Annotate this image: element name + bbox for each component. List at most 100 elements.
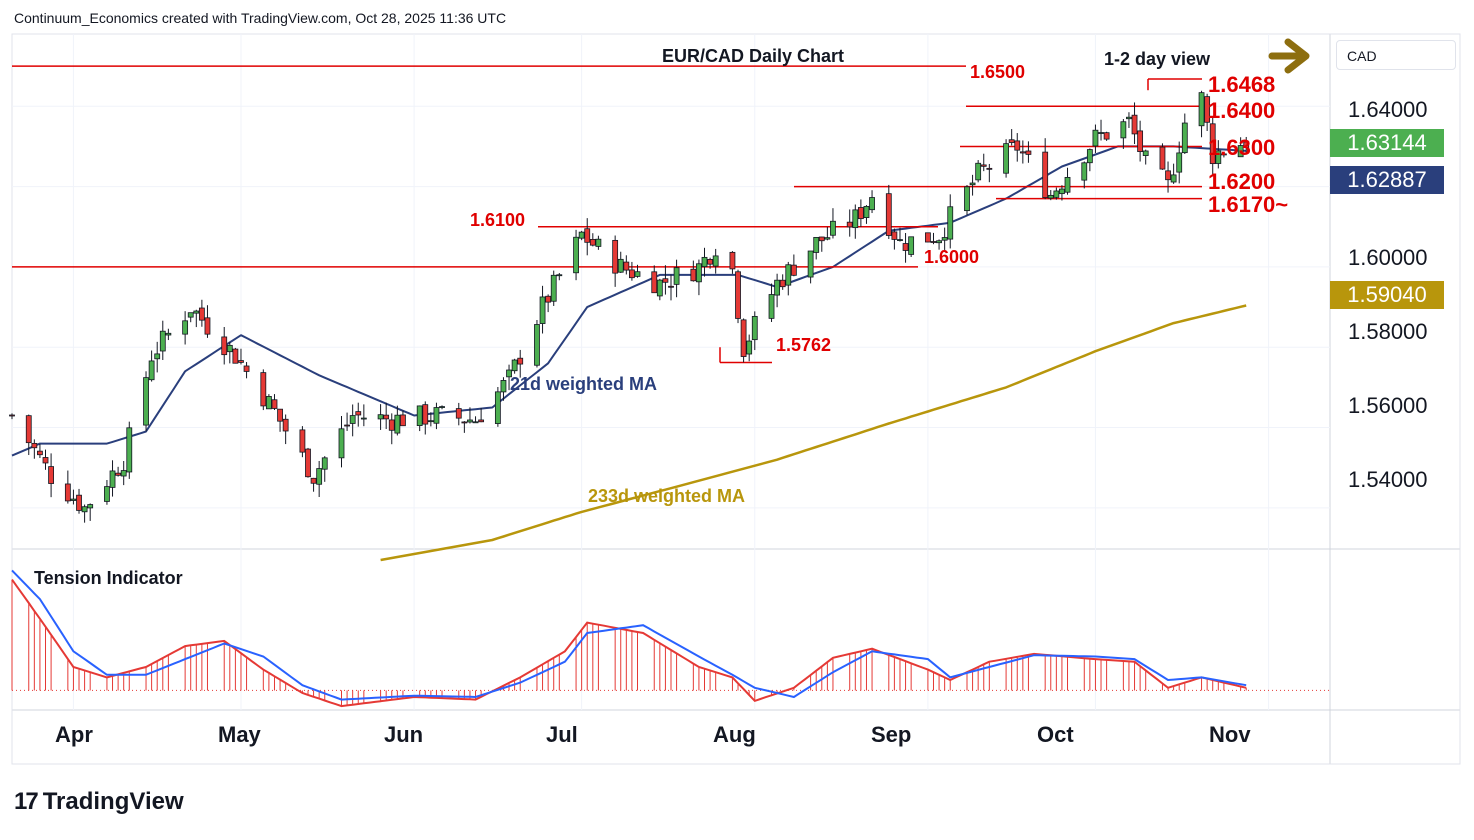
tension-layer [11,569,1247,708]
candle [1042,138,1049,200]
price-tick: 1.64000 [1348,97,1428,122]
candle-body [1159,146,1166,170]
candle [187,312,194,323]
candle-body [1047,194,1054,199]
candle-body [422,404,429,425]
candle-body [165,332,172,336]
candle-body [461,421,468,424]
candle-body [9,414,15,417]
candle [863,205,870,224]
candle [924,232,931,243]
level-label-1.5762: 1.5762 [776,335,832,355]
candle-body [81,506,88,513]
candle-body [344,424,350,427]
candle [612,235,619,287]
candle-body [87,504,94,509]
candle-body [857,207,864,220]
candle-body [506,369,512,378]
candle-body [1059,188,1065,195]
time-tick: Nov [1209,722,1251,747]
candle-body [1014,140,1021,151]
tradingview-logo[interactable]: 17 TradingView [14,788,184,816]
candle [500,377,507,401]
candle-body [310,477,317,484]
candle-body [969,182,976,186]
candle [37,444,43,459]
candle-body [321,457,328,470]
candle [1120,118,1127,149]
candle-body [455,408,462,419]
candle [87,503,94,521]
candle [578,230,585,241]
price-tick: 1.54000 [1348,467,1428,492]
candle [629,261,635,281]
candle [305,447,311,478]
chart-frame [11,33,1461,765]
candle-body [785,264,792,286]
candle [712,248,719,274]
candle [902,233,909,263]
candle-body [104,486,110,502]
candle-body [517,357,524,365]
candle [1176,141,1183,184]
candle [193,309,200,328]
price-tick: 1.56000 [1348,393,1428,418]
candle-body [439,406,445,408]
time-tick: Jul [546,722,578,747]
candle [807,250,814,284]
time-tick: Jun [384,722,424,747]
candle-body [120,470,127,477]
price-tick: 1.58000 [1348,319,1428,344]
candle [42,449,49,470]
candle-body [986,167,993,170]
candle [595,235,602,250]
candle [852,204,859,239]
candle-body [1103,132,1110,140]
candle-body [221,336,228,356]
ma21-line [11,145,1247,457]
candle [344,412,350,431]
candle-body [42,457,49,464]
candle-body [316,468,323,485]
candle-body [740,319,747,357]
candle [461,421,468,433]
candle [584,218,591,256]
candle-body [299,429,306,453]
ma233-badge: 1.59040 [1330,281,1444,309]
candle [908,236,915,258]
candle-body [779,279,786,288]
candle-body [891,231,898,240]
grid-lines [12,34,1330,710]
candle-body [768,294,775,319]
candle [182,311,189,345]
candle [260,369,267,411]
candle [377,404,384,430]
candle [824,226,831,241]
candle-body [589,238,596,246]
candle [355,402,362,427]
candle [25,414,32,456]
candle [846,209,853,237]
candle-body [433,407,440,424]
candle-body [478,419,485,423]
candle-body [182,320,189,335]
candle-body [115,472,122,476]
candle [165,328,172,341]
candle-body [1098,132,1104,134]
candle-body [1019,151,1026,154]
candle [1092,124,1099,153]
candle-body [818,236,825,242]
candle [1159,143,1166,170]
candle [673,259,680,298]
candle [467,407,473,424]
candle-body [1092,129,1099,147]
candle [70,489,77,505]
candle-body [232,348,239,364]
level-label-1.6300: 1.6300 [1208,135,1276,160]
candle [573,229,579,281]
currency-selector[interactable]: CAD [1336,40,1456,70]
candle-body [1243,141,1250,148]
candle-body [545,295,552,303]
candle [534,319,540,368]
